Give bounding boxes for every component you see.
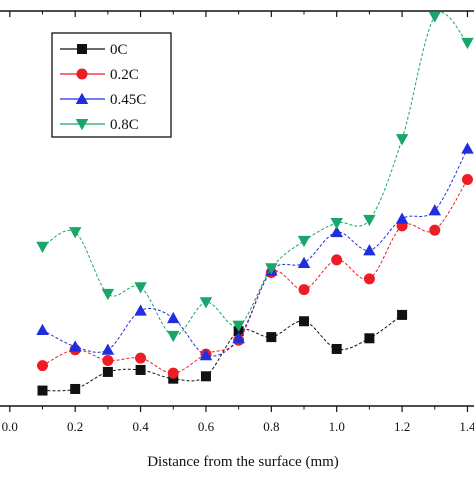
data-point bbox=[363, 273, 375, 285]
data-point bbox=[36, 360, 48, 372]
data-point bbox=[461, 37, 474, 50]
legend-label: 0.8C bbox=[110, 117, 139, 133]
x-tick-label: 1.0 bbox=[329, 419, 345, 434]
data-point bbox=[101, 343, 115, 355]
data-point bbox=[298, 284, 310, 296]
legend-label: 0.45C bbox=[110, 92, 146, 108]
data-point bbox=[330, 225, 343, 238]
data-point bbox=[167, 311, 180, 324]
data-point bbox=[102, 354, 114, 366]
data-point bbox=[232, 320, 245, 332]
data-point bbox=[299, 316, 310, 327]
data-point bbox=[297, 235, 311, 248]
series-line bbox=[42, 12, 468, 337]
data-point bbox=[363, 214, 376, 227]
data-point bbox=[266, 332, 277, 343]
data-point bbox=[461, 142, 474, 154]
x-tick-label: 1.2 bbox=[394, 419, 410, 434]
data-point bbox=[102, 366, 113, 377]
data-point bbox=[429, 224, 441, 236]
x-tick-label: 0.0 bbox=[2, 419, 18, 434]
data-point bbox=[167, 367, 179, 379]
data-point bbox=[428, 204, 442, 216]
data-point bbox=[232, 332, 245, 344]
x-tick-label: 0.8 bbox=[263, 419, 279, 434]
data-point bbox=[134, 304, 147, 316]
legend-label: 0.2C bbox=[110, 67, 139, 83]
data-point bbox=[37, 385, 48, 396]
data-point bbox=[36, 323, 49, 335]
series-0-45C bbox=[36, 142, 474, 361]
data-point bbox=[395, 134, 409, 146]
data-point bbox=[70, 383, 81, 394]
data-point bbox=[68, 340, 82, 352]
series-0-2C bbox=[36, 173, 473, 379]
data-point bbox=[200, 371, 211, 382]
data-point bbox=[36, 241, 49, 254]
legend-marker bbox=[75, 92, 89, 104]
data-point bbox=[134, 282, 147, 294]
data-point bbox=[101, 288, 115, 301]
series-line bbox=[42, 148, 468, 357]
legend-marker bbox=[77, 44, 87, 54]
series-line bbox=[42, 314, 403, 392]
data-point bbox=[199, 297, 213, 309]
legend-label: 0C bbox=[110, 42, 128, 58]
data-point bbox=[135, 352, 147, 364]
x-tick-label: 0.6 bbox=[198, 419, 215, 434]
x-axis-title: Distance from the surface (mm) bbox=[147, 454, 339, 470]
data-point bbox=[199, 349, 213, 361]
series-line bbox=[42, 179, 468, 374]
data-point bbox=[461, 173, 473, 185]
data-point bbox=[331, 343, 342, 354]
data-point bbox=[135, 364, 146, 375]
x-tick-label: 1.4 bbox=[459, 419, 474, 434]
data-point bbox=[265, 263, 278, 275]
data-point bbox=[167, 330, 180, 343]
data-point bbox=[364, 333, 375, 344]
data-point bbox=[331, 254, 343, 266]
data-point bbox=[363, 244, 376, 256]
data-point bbox=[395, 212, 409, 224]
data-point bbox=[68, 227, 82, 239]
data-point bbox=[330, 218, 343, 230]
series-0C bbox=[37, 309, 408, 396]
legend-marker bbox=[76, 68, 88, 80]
data-point bbox=[397, 309, 408, 320]
data-point bbox=[428, 11, 442, 23]
legend-box bbox=[51, 32, 172, 138]
series-0-8C bbox=[36, 11, 474, 343]
data-point bbox=[297, 256, 311, 269]
x-tick-label: 0.4 bbox=[132, 419, 149, 434]
data-point bbox=[168, 373, 179, 384]
legend-marker bbox=[75, 119, 89, 131]
x-tick-label: 0.2 bbox=[67, 419, 83, 434]
